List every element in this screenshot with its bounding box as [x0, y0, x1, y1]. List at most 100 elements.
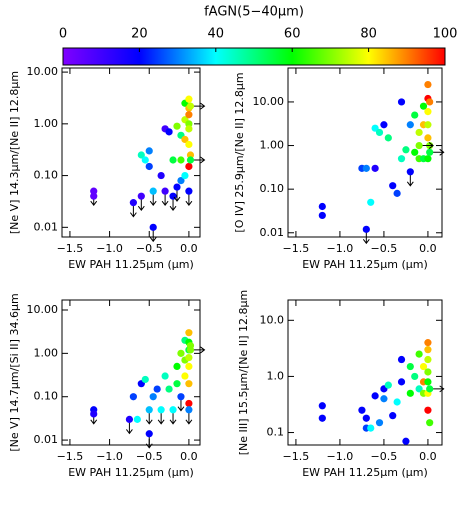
data-point — [384, 134, 392, 142]
y-tick-label: 1.0 — [267, 369, 285, 382]
data-point — [177, 393, 185, 401]
y-tick-label: 0.10 — [34, 390, 59, 403]
data-point — [141, 375, 149, 384]
y-axis-label: [O IV] 25.9μm/[Ne II] 12.8μm — [233, 72, 246, 232]
data-point — [173, 362, 181, 371]
x-tick-label: 0.0 — [419, 450, 437, 463]
data-point — [185, 120, 193, 128]
data-point — [380, 121, 388, 129]
y-tick-label: 0.01 — [260, 226, 285, 239]
data-point — [173, 380, 181, 388]
data-point — [177, 349, 185, 357]
colorbar-tick-label: 80 — [360, 27, 377, 42]
y-axis-label: [Ne V] 14.3μm/[Ne II] 12.8μm — [8, 71, 21, 234]
y-axis-label: [Ne III] 15.5μm/[Ne II] 12.8μm — [237, 290, 250, 455]
data-point — [389, 182, 397, 190]
data-point — [402, 437, 410, 445]
y-tick-label: 10.00 — [27, 65, 59, 78]
data-point — [169, 406, 177, 414]
data-point — [145, 406, 153, 414]
data-point — [367, 424, 375, 432]
data-point — [406, 168, 414, 176]
data-point — [133, 415, 141, 423]
data-point — [426, 419, 434, 427]
data-point — [415, 385, 423, 393]
data-point — [424, 406, 432, 414]
data-point — [137, 151, 145, 159]
data-point — [393, 398, 401, 406]
data-point — [157, 171, 165, 180]
x-tick-label: −1.0 — [327, 242, 354, 255]
data-point — [157, 406, 165, 414]
y-tick-label: 0.01 — [34, 220, 59, 233]
colorbar-title: fAGN(5−40μm) — [204, 5, 304, 20]
data-point — [411, 148, 419, 156]
data-point — [419, 102, 428, 110]
data-point — [424, 108, 432, 116]
data-point — [424, 155, 432, 163]
data-point — [169, 156, 177, 164]
data-point — [362, 225, 370, 233]
data-point — [424, 134, 432, 142]
plot-frame — [61, 67, 201, 238]
x-tick-label: 0.0 — [180, 450, 198, 463]
x-tick-label: −1.0 — [96, 242, 123, 255]
data-point — [185, 125, 193, 133]
data-point — [426, 98, 434, 106]
y-tick-label: 1.00 — [34, 117, 59, 130]
data-point — [129, 199, 137, 207]
data-point — [186, 156, 195, 164]
data-point — [145, 147, 153, 155]
data-point — [371, 392, 379, 400]
data-point — [161, 187, 169, 195]
colorbar-tick-label: 100 — [433, 27, 458, 42]
data-point — [173, 122, 181, 130]
x-tick-label: −1.5 — [57, 242, 84, 255]
data-point — [375, 128, 384, 137]
y-tick-label: 10.0 — [260, 313, 285, 326]
data-point — [318, 202, 326, 211]
data-point — [406, 389, 414, 397]
data-point — [161, 372, 169, 380]
data-point — [397, 378, 406, 386]
data-point — [165, 128, 173, 136]
data-point — [424, 339, 432, 347]
data-point — [397, 355, 406, 364]
x-tick-label: −1.0 — [327, 450, 354, 463]
data-point — [406, 121, 414, 129]
data-point — [380, 395, 388, 403]
data-point — [145, 430, 153, 438]
plot-frame — [287, 67, 443, 238]
data-point — [375, 419, 384, 427]
data-point — [393, 189, 401, 197]
y-tick-label: 10.00 — [27, 303, 59, 316]
data-point — [424, 346, 432, 354]
data-point — [181, 135, 189, 144]
y-axis-label: [Ne V] 14.7μm/[Si II] 34.6μm — [8, 293, 21, 451]
x-tick-label: 0.0 — [419, 242, 437, 255]
data-point — [145, 162, 153, 171]
data-point — [411, 372, 419, 381]
data-point — [185, 399, 193, 408]
data-point — [153, 385, 161, 393]
plot-frame — [287, 299, 443, 446]
data-point — [318, 402, 326, 410]
data-point — [406, 362, 414, 371]
data-point — [426, 385, 434, 393]
x-axis-label: EW PAH 11.25μm (μm) — [302, 258, 428, 271]
data-point — [181, 372, 189, 380]
data-point — [185, 95, 193, 103]
x-tick-label: −1.0 — [96, 450, 123, 463]
data-point — [415, 128, 423, 137]
data-point — [415, 141, 423, 150]
data-point — [402, 146, 410, 154]
data-point — [397, 155, 406, 163]
data-point — [185, 329, 193, 337]
data-point — [173, 183, 181, 191]
data-point — [419, 362, 428, 371]
data-point — [137, 192, 145, 200]
data-point — [90, 192, 98, 200]
x-tick-label: −1.5 — [57, 450, 84, 463]
data-point — [129, 393, 137, 401]
